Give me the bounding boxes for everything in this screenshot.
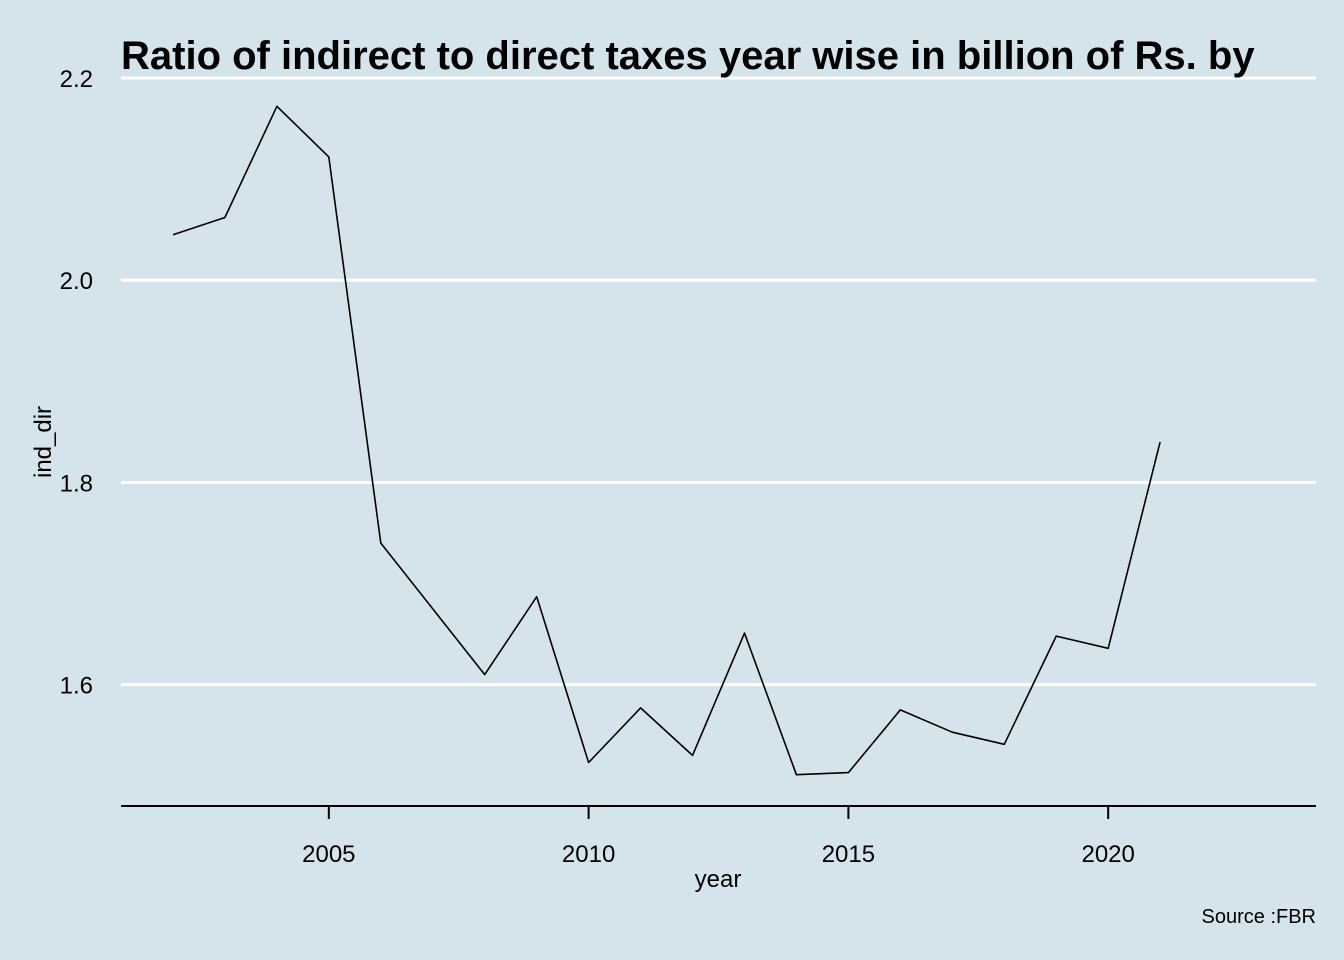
grid-lines [121, 76, 1316, 687]
x-axis [121, 805, 1316, 819]
x-tick-label: 2005 [302, 841, 355, 868]
tick-labels: 1.6 1.8 2.0 2.2 2005 2010 2015 2020 [60, 66, 1135, 868]
chart-title: Ratio of indirect to direct taxes year w… [121, 34, 1255, 78]
series-layer [172, 105, 1161, 776]
x-axis-title: year [695, 866, 742, 893]
y-tick-label: 2.0 [60, 268, 93, 295]
x-tick-label: 2020 [1081, 841, 1134, 868]
y-tick-label: 1.8 [60, 470, 93, 497]
y-tick-label: 2.2 [60, 66, 93, 93]
caption: Source :FBR [1202, 906, 1316, 928]
x-tick-label: 2015 [822, 841, 875, 868]
y-axis-title: ind_dir [30, 406, 57, 478]
x-tick-label: 2010 [562, 841, 615, 868]
series-line [172, 105, 1161, 776]
y-tick-label: 1.6 [60, 673, 93, 700]
